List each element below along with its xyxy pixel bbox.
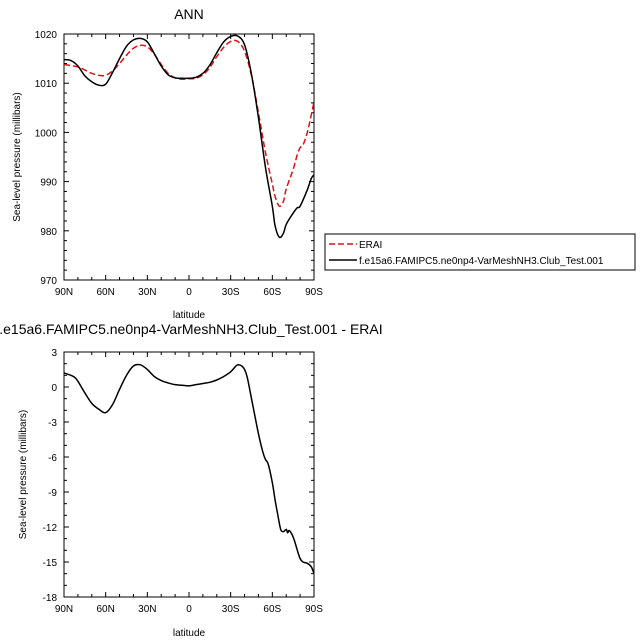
legend-entry: ERAI bbox=[359, 240, 382, 251]
y-tick-label: -12 bbox=[43, 523, 58, 534]
x-tick-label: 30S bbox=[222, 287, 240, 298]
chart-title: ANN bbox=[174, 6, 204, 22]
chart-title: f.e15a6.FAMIPC5.ne0np4-VarMeshNH3.Club_T… bbox=[0, 321, 383, 337]
plot-frame bbox=[63, 33, 315, 281]
x-tick-label: 90S bbox=[305, 604, 323, 615]
y-tick-label: -6 bbox=[48, 453, 57, 464]
y-tick-label: -15 bbox=[43, 558, 58, 569]
x-tick-label: 30N bbox=[138, 604, 156, 615]
y-axis-title: Sea-level pressure (millibars) bbox=[12, 92, 23, 221]
series-line-2 bbox=[64, 34, 314, 239]
x-tick-label: 60N bbox=[96, 287, 114, 298]
x-tick-label: 60N bbox=[96, 604, 114, 615]
legend-box bbox=[324, 233, 636, 271]
y-tick-label: 1010 bbox=[35, 79, 58, 90]
y-tick-label: 1020 bbox=[35, 30, 58, 41]
chart-panel-1: ANN 90N 60N 30N 0 30S 60S 90S 970 980 990 1000 1010 1… bbox=[12, 6, 636, 321]
x-tick-label: 90N bbox=[55, 287, 73, 298]
x-tick-label: 0 bbox=[186, 604, 192, 615]
x-tick-label: 60S bbox=[263, 287, 281, 298]
y-tick-label: -3 bbox=[48, 418, 57, 429]
y-tick-label: 3 bbox=[51, 348, 57, 359]
x-axis-title: latitude bbox=[173, 628, 206, 639]
plot-frame bbox=[63, 351, 315, 598]
series-line-1 bbox=[64, 363, 314, 574]
x-tick-label: 90S bbox=[305, 287, 323, 298]
y-tick-label: 980 bbox=[40, 227, 57, 238]
x-tick-label: 30S bbox=[222, 604, 240, 615]
y-tick-label: 990 bbox=[40, 178, 57, 189]
y-tick-label: -18 bbox=[43, 593, 58, 604]
y-tick-label: 1000 bbox=[35, 128, 58, 139]
x-tick-label: 90N bbox=[55, 604, 73, 615]
x-axis-title: latitude bbox=[173, 310, 206, 321]
y-tick-label: -9 bbox=[48, 488, 57, 499]
x-tick-label: 60S bbox=[263, 604, 281, 615]
x-tick-label: 0 bbox=[186, 287, 192, 298]
series-line-1 bbox=[64, 39, 314, 208]
legend-entry: f.e15a6.FAMIPC5.ne0np4-VarMeshNH3.Club_T… bbox=[359, 256, 604, 267]
y-tick-label: 0 bbox=[51, 383, 57, 394]
y-tick-label: 970 bbox=[40, 276, 57, 287]
y-axis-title: Sea-level pressure (millibars) bbox=[18, 410, 29, 539]
chart-panel-2: f.e15a6.FAMIPC5.ne0np4-VarMeshNH3.Club_T… bbox=[0, 321, 383, 639]
x-tick-label: 30N bbox=[138, 287, 156, 298]
